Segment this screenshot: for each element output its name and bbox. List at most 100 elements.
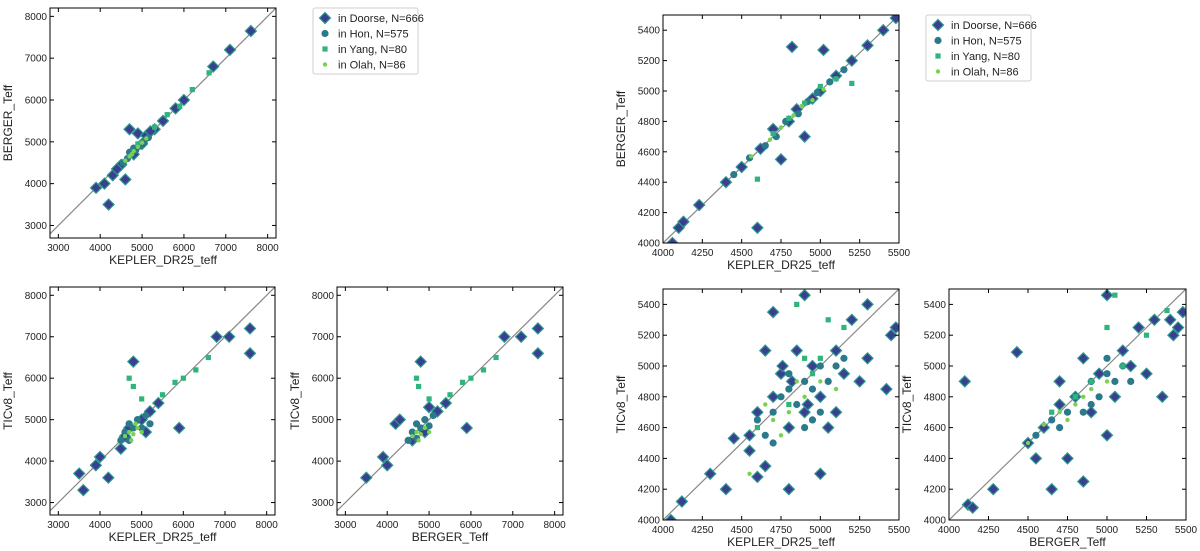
x-tick-label: 4750	[770, 525, 793, 536]
hon-point	[730, 171, 738, 179]
doorse-point	[958, 375, 972, 388]
yang-point	[177, 103, 183, 109]
hon-point	[142, 411, 150, 420]
doorse-point	[1076, 475, 1090, 488]
doorse-point	[1053, 375, 1066, 388]
x-tick-label: 5000	[131, 520, 154, 531]
doorse-point	[1010, 345, 1024, 359]
hon-point	[1079, 408, 1087, 416]
yang-point	[135, 141, 141, 147]
scatter-points	[89, 24, 258, 211]
doorse-point	[243, 346, 257, 360]
olah-point	[139, 429, 144, 435]
yang-point	[130, 383, 136, 390]
hon-point	[832, 362, 840, 370]
legend-entry: in Hon, N=575	[951, 36, 1022, 48]
yang-point	[1049, 409, 1055, 415]
x-axis-label: KEPLER_DR25_teff	[109, 530, 218, 544]
hon-point	[1056, 424, 1064, 432]
y-tick-label: 4200	[638, 485, 661, 496]
doorse-point	[776, 359, 789, 373]
doorse-point	[966, 501, 980, 515]
hon-point	[761, 142, 769, 150]
doorse-point	[126, 355, 140, 368]
legend-entry: in Olah, N=86	[951, 67, 1019, 79]
hon-point	[1087, 400, 1095, 409]
doorse-point	[766, 305, 780, 319]
doorse-point	[1124, 359, 1138, 373]
yang-point	[825, 317, 831, 323]
y-axis-label: TICv8_Teff	[1, 371, 15, 429]
x-tick-label: 7000	[215, 243, 238, 254]
yang-point	[468, 375, 474, 381]
yang-point	[172, 379, 178, 385]
doorse-point	[1108, 390, 1122, 404]
x-tick-label: 6000	[173, 243, 196, 254]
yang-point	[754, 176, 760, 182]
doorse-point	[735, 160, 749, 174]
y-tick-label: 5000	[25, 137, 48, 148]
x-tick-label: 5000	[809, 525, 832, 536]
hon-point	[1095, 393, 1103, 401]
doorse-point	[861, 39, 874, 52]
legend: in Doorse, N=666 in Hon, N=575 in Yang, N=…	[925, 14, 1037, 82]
doorse-point	[861, 298, 874, 311]
yang-point	[802, 100, 808, 106]
x-tick-label: 4750	[1056, 525, 1079, 536]
x-tick-label: 4000	[938, 525, 961, 536]
doorse-point	[118, 173, 132, 186]
olah-point	[1073, 402, 1078, 407]
olah-point	[133, 421, 138, 426]
hon-point	[1103, 370, 1111, 378]
olah-point	[794, 379, 799, 384]
olah-point	[135, 144, 141, 150]
identity-line	[663, 289, 899, 520]
olah-point	[821, 87, 826, 92]
doorse-point	[531, 322, 545, 335]
doorse-point	[98, 177, 111, 190]
x-tick-label: 7000	[502, 520, 525, 531]
x-tick-label: 5000	[1096, 525, 1119, 536]
hon-point	[1111, 377, 1119, 385]
doorse-point	[719, 175, 733, 189]
doorse-point	[845, 54, 859, 67]
doorse-point	[422, 400, 436, 414]
x-tick-label: 4250	[691, 248, 714, 259]
olah-point	[418, 431, 423, 437]
yang-point	[159, 392, 166, 398]
hon-point	[133, 416, 142, 424]
olah-point	[833, 386, 839, 392]
olah-point	[129, 438, 134, 443]
identity-line	[949, 289, 1186, 520]
doorse-point	[1148, 313, 1161, 327]
olah-point	[778, 125, 784, 130]
hon-point	[769, 439, 777, 447]
x-tick-label: 8000	[257, 243, 280, 254]
y-tick-label: 4000	[638, 239, 661, 250]
doorse-point	[782, 421, 796, 434]
doorse-point	[829, 405, 843, 419]
doorse-point	[1045, 482, 1059, 496]
doorse-point	[675, 495, 689, 508]
y-tick-label: 4800	[924, 392, 947, 403]
yang-point	[802, 355, 808, 361]
doorse-point	[1084, 405, 1098, 419]
y-tick-label: 8000	[25, 12, 48, 23]
x-tick-label: 4250	[691, 525, 714, 536]
olah-point	[1041, 422, 1047, 427]
legend-entry: in Yang, N=80	[338, 44, 407, 56]
yang-point	[1120, 363, 1126, 369]
doorse-point	[89, 458, 103, 472]
panel-d: 3000 4000 5000 6000 7000 8000 3000 4000 5000 6000…	[288, 286, 566, 544]
y-tick-label: 6000	[312, 374, 335, 385]
doorse-point	[243, 322, 257, 335]
hon-point	[761, 431, 769, 439]
yang-point	[817, 355, 823, 361]
doorse-point	[1132, 321, 1145, 334]
doorse-point	[1155, 390, 1169, 404]
doorse-point	[93, 450, 107, 464]
olah-point	[1089, 386, 1094, 392]
olah-point	[135, 425, 140, 431]
olah-point	[129, 152, 134, 157]
doorse-point	[853, 375, 867, 388]
